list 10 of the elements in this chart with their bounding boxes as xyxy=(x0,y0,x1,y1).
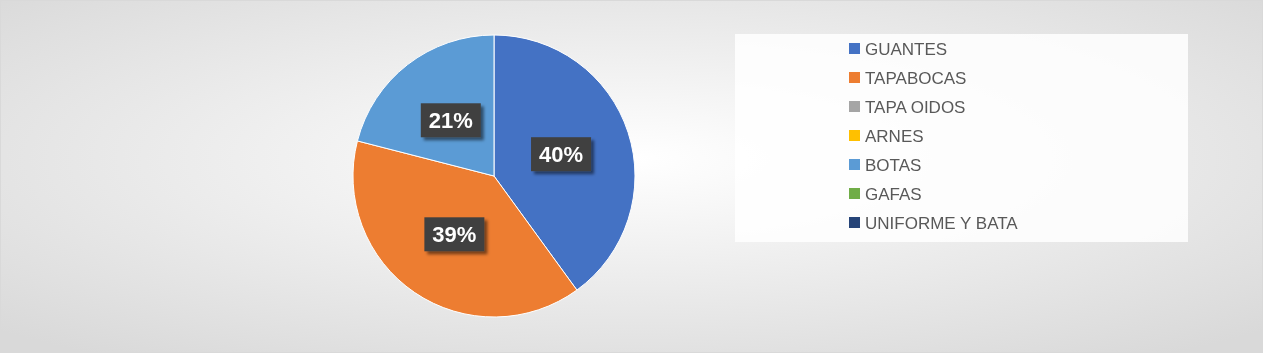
legend-label: TAPA OIDOS xyxy=(865,97,966,117)
legend-label: TAPABOCAS xyxy=(865,68,967,88)
legend-label: GUANTES xyxy=(865,39,948,59)
legend-label: UNIFORME Y BATA xyxy=(865,213,1019,233)
data-label: 21% xyxy=(428,107,473,133)
legend-label: GAFAS xyxy=(865,184,922,204)
data-label: 39% xyxy=(432,221,477,247)
data-label: 40% xyxy=(539,141,584,167)
legend-label: ARNES xyxy=(865,126,924,146)
legend-label: BOTAS xyxy=(865,155,922,175)
